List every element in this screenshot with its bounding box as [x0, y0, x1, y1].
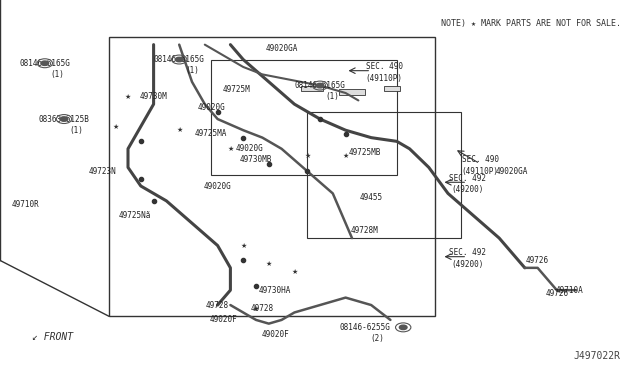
Text: (2): (2) [371, 334, 385, 343]
Text: 08146-6165G: 08146-6165G [19, 59, 70, 68]
Text: (49200): (49200) [451, 185, 483, 194]
Text: 49020G: 49020G [204, 182, 232, 190]
Text: 49730M: 49730M [140, 92, 168, 101]
Text: (49200): (49200) [451, 260, 483, 269]
Text: (1): (1) [70, 126, 84, 135]
Text: NOTE) ★ MARK PARTS ARE NOT FOR SALE.: NOTE) ★ MARK PARTS ARE NOT FOR SALE. [441, 19, 621, 28]
Text: 49020F: 49020F [210, 315, 238, 324]
Text: 49728: 49728 [206, 301, 229, 310]
Text: 49725MB: 49725MB [349, 148, 381, 157]
Text: ★: ★ [266, 261, 272, 267]
Text: ★: ★ [176, 127, 182, 133]
Text: 49723N: 49723N [88, 167, 116, 176]
Text: SEC. 492: SEC. 492 [449, 248, 486, 257]
Circle shape [41, 61, 49, 65]
Text: 49020G: 49020G [197, 103, 225, 112]
Circle shape [399, 325, 407, 330]
Text: 49020GA: 49020GA [266, 44, 298, 53]
Text: 08146-6165G: 08146-6165G [154, 55, 205, 64]
Text: 49020F: 49020F [261, 330, 289, 339]
Text: ★: ★ [240, 243, 246, 248]
Text: 49730MB: 49730MB [240, 155, 272, 164]
Text: 08146-6255G: 08146-6255G [339, 323, 390, 332]
Text: 49710A: 49710A [556, 286, 584, 295]
Circle shape [175, 57, 183, 62]
Circle shape [60, 117, 68, 121]
Text: (49110P): (49110P) [365, 74, 403, 83]
Text: ★: ★ [112, 124, 118, 129]
Text: 49730HA: 49730HA [259, 286, 291, 295]
Text: 49020GA: 49020GA [496, 167, 528, 176]
Text: 49455: 49455 [360, 193, 383, 202]
Text: (1): (1) [51, 70, 65, 79]
Bar [211, 60, 397, 175]
Text: ★: ★ [342, 153, 349, 159]
Text: 49725MA: 49725MA [195, 129, 227, 138]
Circle shape [316, 83, 324, 88]
Text: ★: ★ [253, 306, 259, 312]
Text: 49728: 49728 [251, 304, 274, 313]
Text: ★: ★ [291, 269, 298, 275]
Text: (49110P): (49110P) [461, 167, 499, 176]
Text: 49726: 49726 [545, 289, 568, 298]
Text: ↙ FRONT: ↙ FRONT [32, 332, 73, 342]
Bar [384, 86, 400, 91]
Text: 49710R: 49710R [12, 200, 40, 209]
Text: SEC. 490: SEC. 490 [461, 155, 499, 164]
Bar [339, 89, 365, 95]
Text: 49725Nã: 49725Nã [118, 211, 150, 220]
Text: 49725M: 49725M [223, 85, 251, 94]
Text: ★: ★ [304, 153, 310, 159]
Text: 49020G: 49020G [236, 144, 264, 153]
Text: SEC. 490: SEC. 490 [365, 62, 403, 71]
Text: ★: ★ [125, 94, 131, 100]
Text: SEC. 492: SEC. 492 [449, 174, 486, 183]
Bar [307, 112, 461, 238]
Text: (1): (1) [326, 92, 340, 101]
Text: ★: ★ [227, 146, 234, 152]
Text: 49726: 49726 [526, 256, 549, 265]
Text: 08146-6165G: 08146-6165G [294, 81, 346, 90]
Text: (1): (1) [185, 66, 199, 75]
Text: 49728M: 49728M [351, 226, 379, 235]
Text: J497022R: J497022R [574, 351, 621, 361]
Bar [301, 86, 323, 91]
Text: 08363-6125B: 08363-6125B [38, 115, 90, 124]
Bar [109, 37, 435, 316]
